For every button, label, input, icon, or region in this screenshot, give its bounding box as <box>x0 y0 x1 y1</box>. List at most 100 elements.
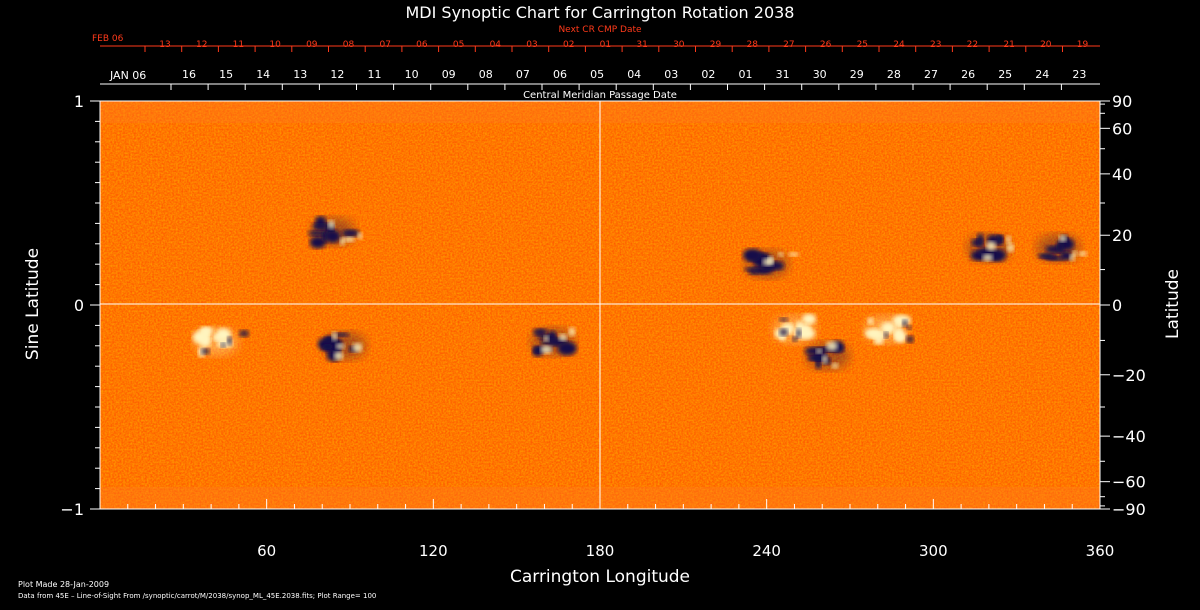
cmp-date-label: 10 <box>405 68 419 81</box>
region-patch <box>341 229 360 237</box>
cmp-date-label: 16 <box>182 68 196 81</box>
region-patch-opposite <box>902 319 908 327</box>
next-cr-date-label: 11 <box>233 40 244 50</box>
lat-tick-label: −20 <box>1112 366 1146 385</box>
region-patch <box>867 317 874 325</box>
region-patch-opposite <box>327 219 335 230</box>
next-cr-date-label: 31 <box>636 40 647 50</box>
next-cr-date-label: 12 <box>196 40 207 50</box>
active-region <box>804 340 850 370</box>
x-tick-label: 180 <box>586 542 615 560</box>
cmp-date-label: 07 <box>516 68 530 81</box>
region-patch-opposite <box>831 363 839 369</box>
region-patch <box>880 321 896 334</box>
next-cr-date-label: 03 <box>526 40 537 50</box>
lat-tick-label: 90 <box>1112 92 1132 111</box>
region-patch <box>533 328 548 336</box>
region-patch-opposite <box>1069 254 1076 261</box>
cmp-date-label: 30 <box>813 68 827 81</box>
y-tick-label: 0 <box>74 296 84 315</box>
lat-tick-label: −40 <box>1112 427 1146 446</box>
region-patch-opposite <box>543 335 550 342</box>
next-cr-date-label: 28 <box>746 40 758 50</box>
region-patch-opposite <box>762 258 774 266</box>
region-patch-opposite <box>1006 235 1012 244</box>
x-axis-label: Carrington Longitude <box>510 567 690 587</box>
plot-made-note: Plot Made 28-Jan-2009 <box>18 580 110 589</box>
magnetogram-map <box>99 100 1101 510</box>
active-region <box>308 216 363 249</box>
active-regions <box>192 216 1088 370</box>
next-cr-date-label: 27 <box>783 40 794 50</box>
region-patch-opposite <box>982 254 994 262</box>
cmp-date-label: 29 <box>850 68 864 81</box>
next-cr-month: FEB 06 <box>92 34 124 44</box>
region-patch-opposite <box>200 348 210 355</box>
x-tick-label: 120 <box>419 542 448 560</box>
chart-title: MDI Synoptic Chart for Carrington Rotati… <box>406 3 795 22</box>
next-cr-date-label: 01 <box>600 40 611 50</box>
region-patch <box>309 236 326 249</box>
region-patch <box>873 336 884 345</box>
region-patch <box>198 326 214 336</box>
next-cr-date-label: 19 <box>1077 40 1089 50</box>
region-patch-opposite <box>335 343 345 350</box>
cmp-date-label: 04 <box>627 68 641 81</box>
next-cr-date-ticks: 13 12 11 10 09 08 07 06 05 04 03 02 01 31 30 29 28 27 26 25… <box>144 40 1089 52</box>
cmp-date-label: 02 <box>701 68 715 81</box>
next-cr-date-label: 06 <box>416 40 428 50</box>
region-patch-opposite <box>227 336 232 346</box>
lat-tick-label: −60 <box>1112 473 1146 492</box>
region-patch-opposite <box>357 232 363 240</box>
cmp-date-label: 13 <box>293 68 307 81</box>
x-tick-label: 240 <box>752 542 781 560</box>
region-patch <box>199 334 211 348</box>
region-patch-opposite <box>1078 251 1088 257</box>
x-tick-label: 360 <box>1086 542 1115 560</box>
cmp-date-label: 26 <box>961 68 975 81</box>
cmp-date-label: 24 <box>1035 68 1049 81</box>
lat-tick-label: 40 <box>1112 165 1132 184</box>
region-patch <box>1055 240 1065 253</box>
next-cr-date-label: 26 <box>820 40 832 50</box>
region-patch <box>1059 250 1073 261</box>
region-patch <box>976 233 984 247</box>
next-cr-date-label: 23 <box>930 40 941 50</box>
next-cr-date-label: 21 <box>1003 40 1014 50</box>
next-cr-date-label: 29 <box>710 40 722 50</box>
region-patch-opposite <box>333 351 344 361</box>
y-tick-label: 1 <box>74 92 84 111</box>
cmp-date-label: 23 <box>1072 68 1086 81</box>
cmp-date-label: 31 <box>776 68 790 81</box>
region-patch-opposite <box>331 331 338 342</box>
region-patch <box>802 313 817 325</box>
region-patch-opposite <box>825 341 838 351</box>
region-patch <box>557 341 577 356</box>
cmp-date-label: 25 <box>998 68 1012 81</box>
active-region <box>1036 233 1088 262</box>
region-patch-opposite <box>788 252 800 257</box>
region-patch-opposite <box>778 252 784 257</box>
region-patch-opposite <box>339 237 345 246</box>
next-cr-date-label: 07 <box>379 40 390 50</box>
lat-tick-label: 20 <box>1112 226 1132 245</box>
x-axis: 60 120 180 240 300 360 <box>99 499 1115 560</box>
region-patch-opposite <box>883 331 889 339</box>
region-patch-opposite <box>779 317 789 322</box>
region-patch-opposite <box>822 354 828 364</box>
active-region <box>530 327 577 357</box>
x-tick-label: 60 <box>257 542 276 560</box>
next-cr-date-label: 10 <box>269 40 281 50</box>
active-region <box>317 331 367 362</box>
right-y-axis: 90 60 40 20 0 −20 −40 −60 −90 <box>1100 92 1146 519</box>
next-cr-date-label: 05 <box>453 40 464 50</box>
region-patch <box>324 229 341 243</box>
y-tick-label: −1 <box>60 500 84 519</box>
cmp-date-label: 27 <box>924 68 938 81</box>
cmp-date-label: 01 <box>739 68 753 81</box>
lat-tick-label: −90 <box>1112 500 1146 519</box>
cmp-date-label: 09 <box>442 68 456 81</box>
cmp-date-label: 12 <box>330 68 344 81</box>
region-patch-opposite <box>343 236 356 242</box>
